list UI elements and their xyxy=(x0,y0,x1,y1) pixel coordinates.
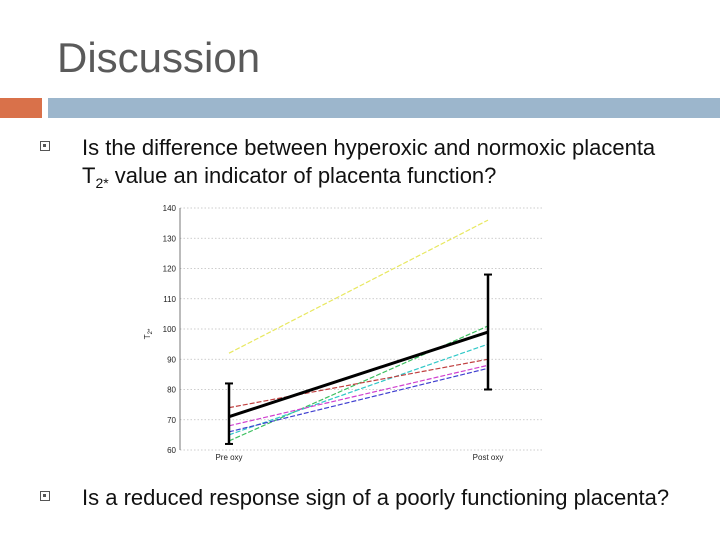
bullet-icon xyxy=(40,141,50,151)
bullet-text-2: Is a reduced response sign of a poorly f… xyxy=(82,485,670,510)
y-tick-label: 140 xyxy=(163,204,177,213)
y-tick-label: 90 xyxy=(167,355,176,364)
y-axis-label-sub: 2* xyxy=(148,328,154,334)
accent-bar-blue xyxy=(48,98,720,118)
y-tick-label: 110 xyxy=(163,295,176,304)
y-tick-label: 120 xyxy=(163,265,177,274)
y-tick-label: 80 xyxy=(167,386,176,395)
bullet-text-1: Is the difference between hyperoxic and … xyxy=(82,134,682,197)
series-line xyxy=(228,325,489,442)
y-axis-label-main: T xyxy=(143,334,152,339)
bullet-text-1-pre: Is the difference between hyperoxic and … xyxy=(82,135,656,188)
slide-title: Discussion xyxy=(57,34,261,81)
y-tick-label: 60 xyxy=(167,446,176,455)
y-tick-label: 130 xyxy=(163,234,177,243)
series-line xyxy=(228,330,489,419)
series-line xyxy=(228,364,489,427)
bullet-text-1-sub: 2* xyxy=(95,175,109,191)
y-axis-label: T2* xyxy=(143,328,154,339)
bullet-text-1-post: value an indicator of placenta function? xyxy=(108,163,497,188)
accent-bar-orange xyxy=(0,98,42,118)
y-tick-label: 100 xyxy=(163,325,177,334)
x-tick-label: Post oxy xyxy=(473,453,504,462)
series-line xyxy=(228,367,489,433)
x-tick-label: Pre oxy xyxy=(215,453,242,462)
series-line xyxy=(228,358,489,409)
bullet-icon xyxy=(40,491,50,501)
series-line xyxy=(228,343,489,436)
series-line xyxy=(228,219,489,354)
y-tick-label: 70 xyxy=(167,416,176,425)
